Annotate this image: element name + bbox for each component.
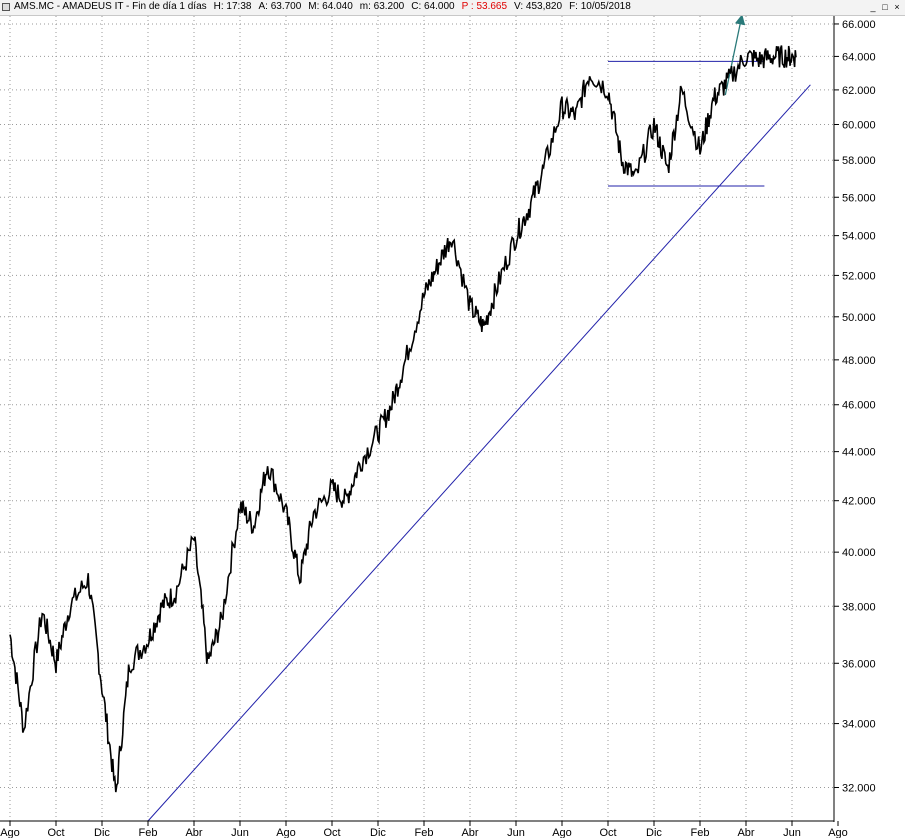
window-titlebar: AMS.MC - AMADEUS IT - Fin de día 1 días H… bbox=[0, 0, 905, 16]
window-title: AMS.MC - AMADEUS IT - Fin de día 1 días H… bbox=[14, 1, 638, 12]
y-tick-label: 64.000 bbox=[842, 51, 876, 63]
title-part: m: 63.200 bbox=[359, 1, 405, 12]
close-button[interactable]: × bbox=[894, 2, 900, 12]
y-tick-label: 50.000 bbox=[842, 312, 876, 324]
price-series bbox=[9, 45, 797, 793]
chart-annotations bbox=[147, 16, 811, 822]
x-tick-label: Oct bbox=[323, 827, 340, 838]
title-part: A: 63.700 bbox=[258, 1, 302, 12]
y-tick-label: 40.000 bbox=[842, 547, 876, 559]
restore-button[interactable]: □ bbox=[882, 2, 888, 12]
y-tick-label: 52.000 bbox=[842, 270, 876, 282]
breakout-arrow bbox=[724, 16, 746, 96]
y-tick-label: 60.000 bbox=[842, 119, 876, 131]
y-tick-label: 34.000 bbox=[842, 719, 876, 731]
x-tick-label: Dic bbox=[646, 827, 662, 838]
title-part: C: 64.000 bbox=[411, 1, 455, 12]
x-tick-label: Ago bbox=[552, 827, 572, 838]
x-tick-label: Dic bbox=[370, 827, 386, 838]
y-tick-label: 44.000 bbox=[842, 447, 876, 459]
x-tick-label: Oct bbox=[47, 827, 64, 838]
minimize-button[interactable]: _ bbox=[870, 2, 876, 12]
y-tick-label: 66.000 bbox=[842, 19, 876, 31]
x-tick-label: Jun bbox=[507, 827, 525, 838]
x-tick-label: Dic bbox=[94, 827, 110, 838]
y-axis-panel bbox=[834, 16, 905, 822]
title-part: H: 17:38 bbox=[213, 1, 252, 12]
chart-grid bbox=[0, 16, 839, 821]
x-tick-label: Oct bbox=[599, 827, 616, 838]
y-tick-label: 58.000 bbox=[842, 155, 876, 167]
support-trendline bbox=[147, 84, 811, 822]
x-tick-label: Jun bbox=[231, 827, 249, 838]
y-axis: 32.000 34.000 36.000 38.000 40.000 42.000 44.0… bbox=[834, 19, 876, 795]
x-tick-label: Jun bbox=[783, 827, 801, 838]
title-part: F: 10/05/2018 bbox=[569, 1, 631, 12]
x-axis: Ago Oct Dic Feb Abr Jun Ago Oct Dic Feb Abr Jun Ago O… bbox=[0, 821, 848, 838]
y-tick-label: 62.000 bbox=[842, 85, 876, 97]
y-tick-label: 46.000 bbox=[842, 400, 876, 412]
price-chart[interactable]: 32.000 34.000 36.000 38.000 40.000 42.000 44.0… bbox=[0, 16, 905, 838]
x-tick-label: Ago bbox=[828, 827, 848, 838]
x-tick-label: Ago bbox=[276, 827, 296, 838]
y-tick-label: 32.000 bbox=[842, 783, 876, 795]
y-tick-label: 56.000 bbox=[842, 192, 876, 204]
chart-window-icon[interactable] bbox=[2, 3, 10, 11]
y-tick-label: 38.000 bbox=[842, 601, 876, 613]
y-tick-label: 48.000 bbox=[842, 355, 876, 367]
y-tick-label: 54.000 bbox=[842, 231, 876, 243]
title-part: P : 53.665 bbox=[461, 1, 508, 12]
x-tick-label: Abr bbox=[737, 827, 754, 838]
y-tick-label: 42.000 bbox=[842, 496, 876, 508]
price-line bbox=[9, 45, 797, 793]
title-part: V: 453,820 bbox=[514, 1, 563, 12]
title-part: AMS.MC - AMADEUS IT - Fin de día 1 días bbox=[14, 1, 207, 12]
x-tick-label: Ago bbox=[0, 827, 20, 838]
x-tick-label: Abr bbox=[185, 827, 202, 838]
x-tick-label: Feb bbox=[691, 827, 710, 838]
x-tick-label: Abr bbox=[461, 827, 478, 838]
y-tick-label: 36.000 bbox=[842, 658, 876, 670]
x-tick-label: Feb bbox=[139, 827, 158, 838]
title-part: M: 64.040 bbox=[308, 1, 353, 12]
x-tick-label: Feb bbox=[415, 827, 434, 838]
